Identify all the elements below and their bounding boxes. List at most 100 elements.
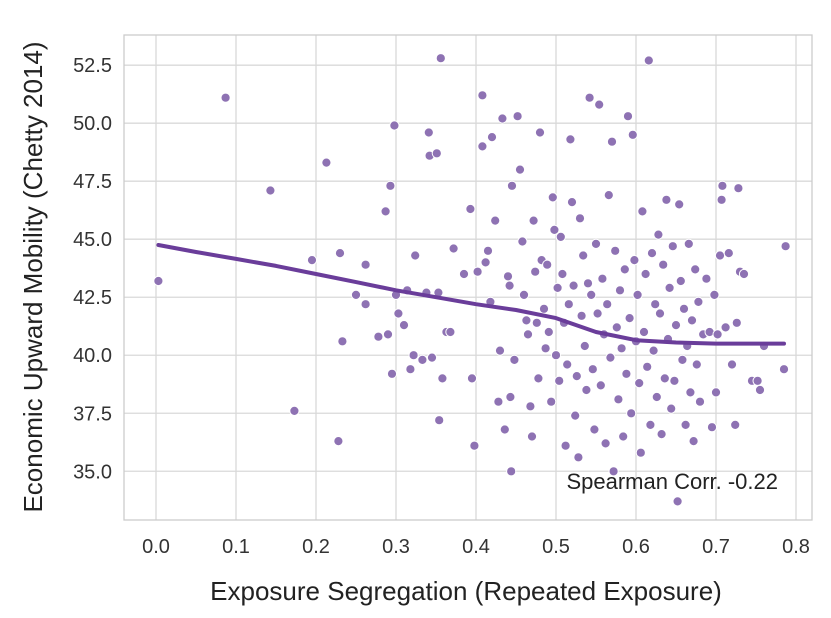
data-point — [333, 436, 344, 447]
data-point — [664, 282, 675, 293]
data-point — [405, 364, 416, 375]
data-point — [568, 280, 579, 291]
data-point — [493, 396, 504, 407]
data-point — [408, 350, 419, 361]
data-point — [499, 424, 510, 435]
data-point — [624, 313, 635, 324]
data-point — [678, 303, 690, 314]
data-point — [533, 373, 544, 384]
data-point — [659, 373, 670, 384]
data-point — [505, 391, 516, 403]
y-tick-label: 52.5 — [73, 55, 112, 77]
data-point — [752, 375, 763, 386]
data-point — [626, 408, 637, 419]
data-point — [686, 315, 698, 326]
data-point — [709, 289, 720, 300]
data-point — [480, 257, 491, 268]
data-point — [613, 394, 624, 405]
data-point — [265, 185, 276, 196]
data-point — [521, 315, 532, 326]
data-point — [635, 447, 646, 458]
data-point — [578, 250, 589, 261]
data-point — [550, 350, 562, 361]
data-point — [634, 378, 645, 389]
data-point — [653, 229, 664, 240]
data-point — [723, 248, 734, 259]
data-point — [560, 440, 571, 451]
data-point — [435, 53, 446, 64]
data-point — [629, 255, 640, 266]
x-tick-label: 0.4 — [462, 536, 490, 558]
data-point — [611, 322, 622, 333]
data-point — [570, 410, 581, 421]
data-point — [389, 120, 400, 131]
data-point — [153, 275, 164, 287]
data-point — [717, 180, 728, 191]
data-point — [581, 384, 592, 396]
data-point — [730, 419, 741, 430]
data-point — [547, 192, 558, 203]
data-point — [497, 113, 508, 124]
data-point — [754, 384, 766, 396]
data-point — [321, 157, 332, 168]
x-tick-labels: 0.0 0.1 0.2 0.3 0.4 0.5 0.6 0.7 0.8 — [142, 536, 810, 558]
data-point — [646, 248, 658, 259]
data-point — [506, 466, 517, 477]
data-point — [632, 289, 643, 300]
y-tick-labels: 35.0 37.5 40.0 42.5 45.0 47.5 50.0 52.5 — [73, 55, 112, 483]
data-point — [675, 275, 686, 287]
data-point — [690, 264, 701, 275]
data-point — [640, 268, 651, 280]
data-point — [546, 396, 557, 407]
data-point — [683, 238, 694, 249]
data-point — [688, 436, 699, 447]
data-point — [410, 250, 421, 261]
data-point — [622, 111, 634, 122]
data-point — [716, 194, 727, 205]
data-point — [509, 354, 520, 365]
data-point — [638, 326, 650, 338]
data-point — [555, 231, 566, 242]
data-point — [582, 278, 594, 289]
data-point — [563, 299, 574, 310]
data-point — [512, 111, 523, 122]
data-point — [538, 303, 550, 314]
data-point — [385, 180, 396, 191]
data-point — [667, 241, 678, 252]
data-point — [386, 368, 398, 379]
data-point — [720, 322, 731, 333]
data-point — [562, 359, 573, 370]
data-point — [643, 55, 654, 66]
data-point — [514, 164, 526, 175]
x-axis-label: Exposure Segregation (Repeated Exposure) — [210, 576, 722, 606]
data-point — [437, 373, 448, 384]
y-tick-label: 35.0 — [73, 461, 112, 483]
trend-line — [156, 243, 786, 346]
data-point — [393, 308, 404, 319]
data-point — [477, 141, 488, 152]
data-point — [549, 224, 560, 235]
data-point — [434, 415, 445, 426]
data-point — [605, 352, 616, 363]
data-point — [738, 268, 750, 280]
data-point — [504, 280, 515, 291]
data-point — [306, 255, 318, 266]
data-point — [656, 429, 667, 440]
data-point — [669, 375, 680, 386]
y-tick-label: 37.5 — [73, 403, 112, 425]
data-point — [680, 419, 691, 430]
data-point — [543, 326, 554, 338]
data-point — [472, 266, 483, 277]
data-point — [506, 180, 518, 191]
data-point — [557, 268, 568, 280]
data-point — [714, 250, 726, 261]
data-point — [733, 183, 744, 194]
data-point — [619, 264, 630, 275]
data-point — [691, 359, 702, 370]
data-point — [610, 245, 621, 256]
data-point — [726, 359, 738, 370]
data-point — [597, 273, 608, 284]
data-point — [337, 336, 348, 347]
